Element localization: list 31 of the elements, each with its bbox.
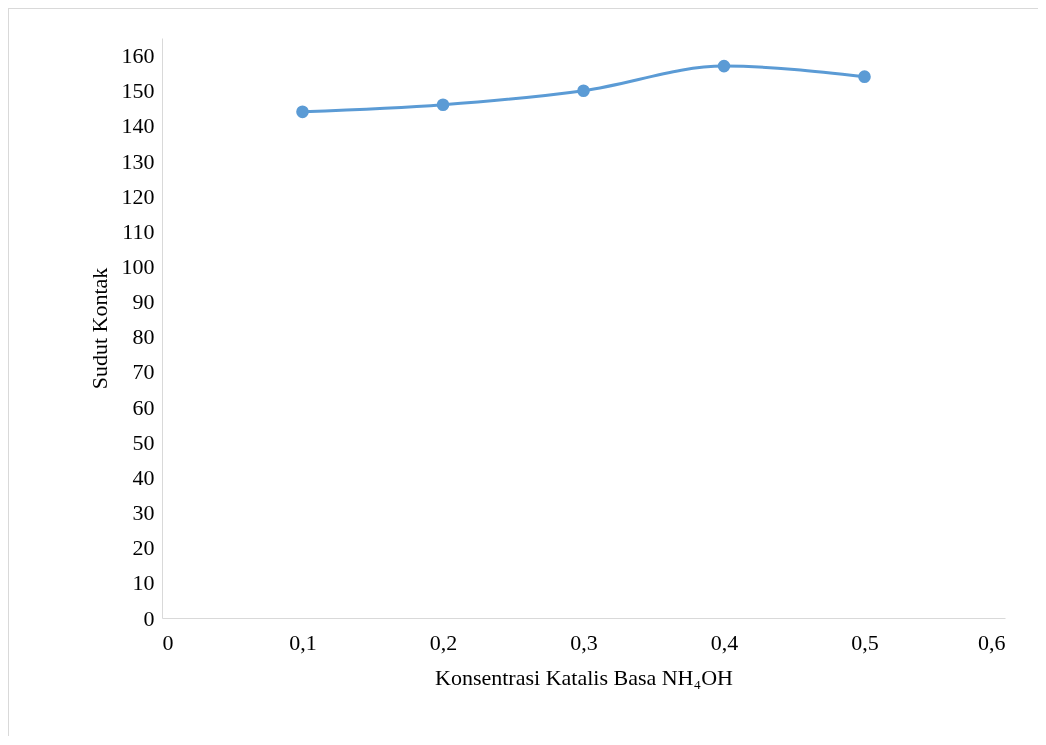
x-tick-label: 0,2 bbox=[429, 629, 458, 655]
y-tick-label: 10 bbox=[132, 570, 155, 596]
y-tick-label: 20 bbox=[132, 535, 155, 561]
y-axis-title: Sudut Kontak bbox=[86, 267, 112, 390]
x-tick-label: 0,4 bbox=[710, 629, 739, 655]
x-tick-label: 0,5 bbox=[851, 629, 879, 655]
point bbox=[717, 59, 731, 73]
y-tick-label: 70 bbox=[132, 359, 155, 385]
y-tick-label: 50 bbox=[132, 429, 155, 455]
y-tick-label: 60 bbox=[132, 394, 155, 420]
y-tick-label: 150 bbox=[121, 78, 155, 104]
x-tick-label: 0 bbox=[162, 629, 174, 655]
y-tick-label: 110 bbox=[122, 218, 155, 244]
x-axis-title: Konsentrasi Katalis Basa NH₄OH bbox=[435, 664, 734, 690]
y-tick-label: 130 bbox=[121, 148, 155, 174]
point bbox=[296, 105, 309, 119]
y-tick-label: 160 bbox=[121, 43, 155, 69]
point bbox=[858, 70, 871, 83]
y-tick-label: 120 bbox=[121, 183, 155, 209]
y-tick-label: 40 bbox=[132, 464, 155, 490]
y-tick-label: 90 bbox=[132, 289, 155, 315]
y-tick-label: 100 bbox=[121, 253, 155, 279]
x-tick-label: 0,3 bbox=[570, 629, 598, 655]
point bbox=[577, 84, 590, 98]
y-tick-label: 30 bbox=[132, 500, 155, 526]
x-tick-label: 0,6 bbox=[978, 629, 1006, 655]
point bbox=[436, 98, 450, 112]
y-tick-label: 140 bbox=[121, 113, 155, 139]
y-tick-label: 80 bbox=[132, 324, 155, 350]
x-tick-label: 0,1 bbox=[289, 629, 317, 655]
y-tick-label: 0 bbox=[143, 605, 155, 631]
